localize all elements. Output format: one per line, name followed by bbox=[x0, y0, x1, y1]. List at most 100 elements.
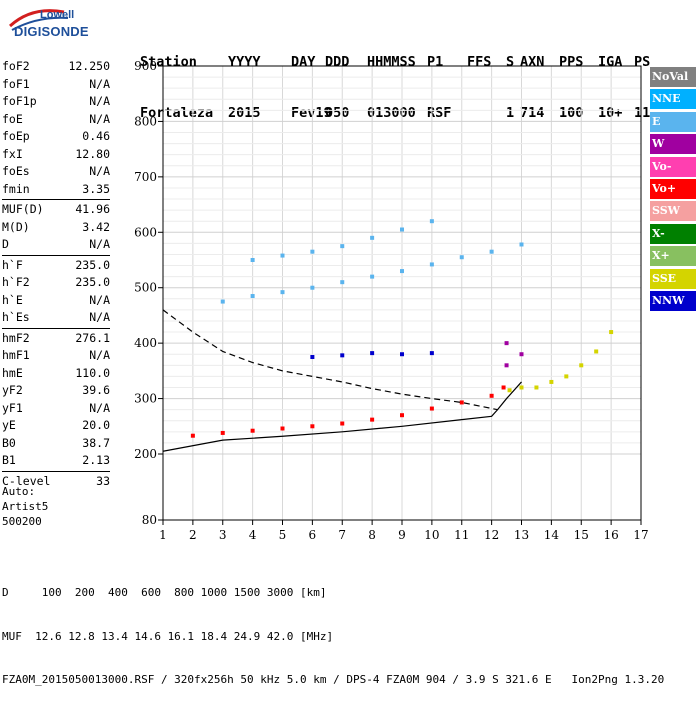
x-tick-label: 3 bbox=[219, 528, 227, 542]
param-name: B0 bbox=[2, 435, 16, 450]
x-tick-label: 10 bbox=[424, 528, 439, 542]
param-value: 12.250 bbox=[68, 59, 110, 73]
param-value: 235.0 bbox=[75, 257, 110, 272]
param-value: N/A bbox=[89, 111, 110, 126]
param-separator bbox=[2, 327, 110, 329]
data-point bbox=[400, 227, 404, 232]
data-point bbox=[489, 249, 494, 254]
y-tick-label: 500 bbox=[134, 281, 157, 295]
header-column-value: Fortaleza bbox=[140, 105, 214, 121]
data-point bbox=[250, 258, 255, 262]
x-tick-label: 12 bbox=[484, 528, 499, 542]
data-point bbox=[190, 433, 195, 438]
muf-row: MUF 12.6 12.8 13.4 14.6 16.1 18.4 24.9 4… bbox=[2, 629, 334, 643]
x-tick-label: 7 bbox=[338, 528, 346, 542]
legend-entry: E bbox=[650, 111, 696, 132]
param-name: h`Es bbox=[2, 310, 30, 324]
param-value: N/A bbox=[89, 76, 110, 91]
legend-entry: NoVal bbox=[650, 67, 696, 87]
param-value: 12.80 bbox=[75, 146, 110, 161]
data-point bbox=[507, 388, 512, 393]
data-point bbox=[370, 274, 375, 279]
header-column-value: 1 bbox=[506, 105, 515, 121]
param-value: 3.35 bbox=[82, 181, 110, 196]
data-point bbox=[280, 290, 285, 295]
x-tick-label: 1 bbox=[159, 528, 167, 542]
param-name: fxI bbox=[2, 146, 23, 161]
x-tick-label: 17 bbox=[633, 528, 648, 542]
param-row: foEp 0.46 bbox=[2, 128, 110, 146]
y-tick-label: 600 bbox=[134, 225, 157, 239]
header-column-value: 100 bbox=[559, 105, 584, 121]
param-name: hmF2 bbox=[2, 330, 30, 345]
data-point bbox=[370, 417, 375, 422]
param-name: foF1 bbox=[2, 76, 30, 91]
legend-entry: X- bbox=[650, 223, 696, 244]
logo-line2: DIGISONDE bbox=[14, 24, 89, 39]
param-value: 0.46 bbox=[82, 129, 110, 143]
param-row: B0 38.7 bbox=[2, 435, 110, 453]
param-row: fxI 12.80 bbox=[2, 146, 110, 164]
data-point bbox=[519, 385, 524, 390]
x-tick-label: 9 bbox=[398, 528, 406, 542]
param-name: D bbox=[2, 237, 9, 251]
data-point bbox=[534, 385, 539, 390]
autoscale-code: 500200 bbox=[2, 515, 42, 528]
param-row: hmF1 N/A bbox=[2, 347, 110, 365]
x-tick-label: 15 bbox=[574, 528, 589, 542]
param-row: h`E N/A bbox=[2, 292, 110, 310]
polarization-legend: NoVal NNE E W Vo- Vo+ SSW X- X+ SSE NNW bbox=[650, 67, 696, 313]
legend-entry: W bbox=[650, 134, 696, 155]
param-name: yF1 bbox=[2, 400, 23, 415]
param-separator bbox=[2, 254, 110, 256]
param-row: yE 20.0 bbox=[2, 417, 110, 435]
header-column-value: 10+ bbox=[598, 105, 623, 121]
data-point bbox=[310, 249, 315, 254]
param-row: yF1 N/A bbox=[2, 400, 110, 418]
param-row: h`F2 235.0 bbox=[2, 274, 110, 292]
data-point bbox=[429, 351, 434, 356]
data-point bbox=[220, 299, 225, 304]
x-tick-label: 6 bbox=[309, 528, 317, 542]
x-tick-label: 13 bbox=[514, 528, 529, 542]
header-column-value: 050 bbox=[325, 105, 350, 121]
x-tick-label: 16 bbox=[603, 528, 618, 542]
data-point bbox=[370, 351, 375, 356]
data-point bbox=[220, 430, 225, 435]
header-column-label: S bbox=[506, 54, 515, 70]
param-row: hmE 110.0 bbox=[2, 365, 110, 383]
virtual-height-profile-line bbox=[162, 381, 522, 452]
data-point bbox=[250, 294, 255, 299]
param-value: 235.0 bbox=[75, 275, 110, 289]
param-row: B1 2.13 bbox=[2, 452, 110, 470]
param-row: foF2 12.250 bbox=[2, 58, 110, 76]
param-name: foEs bbox=[2, 164, 30, 178]
param-name: yF2 bbox=[2, 383, 23, 397]
param-value: N/A bbox=[89, 348, 110, 362]
data-point bbox=[370, 235, 375, 240]
param-value: 110.0 bbox=[75, 365, 110, 380]
x-tick-label: 5 bbox=[279, 528, 287, 542]
data-point bbox=[340, 244, 345, 249]
autoscale-info: Auto: Artist5 500200 bbox=[2, 484, 48, 529]
param-name: foF2 bbox=[2, 59, 30, 73]
data-point bbox=[489, 393, 494, 398]
param-value: 39.6 bbox=[82, 383, 110, 397]
param-row: MUF(D) 41.96 bbox=[2, 201, 110, 219]
y-tick-label: 80 bbox=[142, 513, 157, 527]
param-name: h`F bbox=[2, 257, 23, 272]
param-name: M(D) bbox=[2, 219, 30, 234]
param-value: 33 bbox=[96, 473, 110, 488]
y-tick-label: 700 bbox=[134, 170, 157, 184]
param-value: 41.96 bbox=[75, 202, 110, 216]
data-point bbox=[504, 341, 509, 346]
x-tick-label: 2 bbox=[189, 528, 197, 542]
header-column-value: 013000 bbox=[367, 105, 416, 121]
param-value: N/A bbox=[89, 310, 110, 324]
data-point bbox=[459, 400, 464, 405]
param-value: N/A bbox=[89, 292, 110, 307]
param-value: 20.0 bbox=[82, 418, 110, 432]
data-point bbox=[310, 424, 315, 429]
legend-entry: Vo- bbox=[650, 156, 696, 177]
data-point bbox=[459, 255, 464, 260]
